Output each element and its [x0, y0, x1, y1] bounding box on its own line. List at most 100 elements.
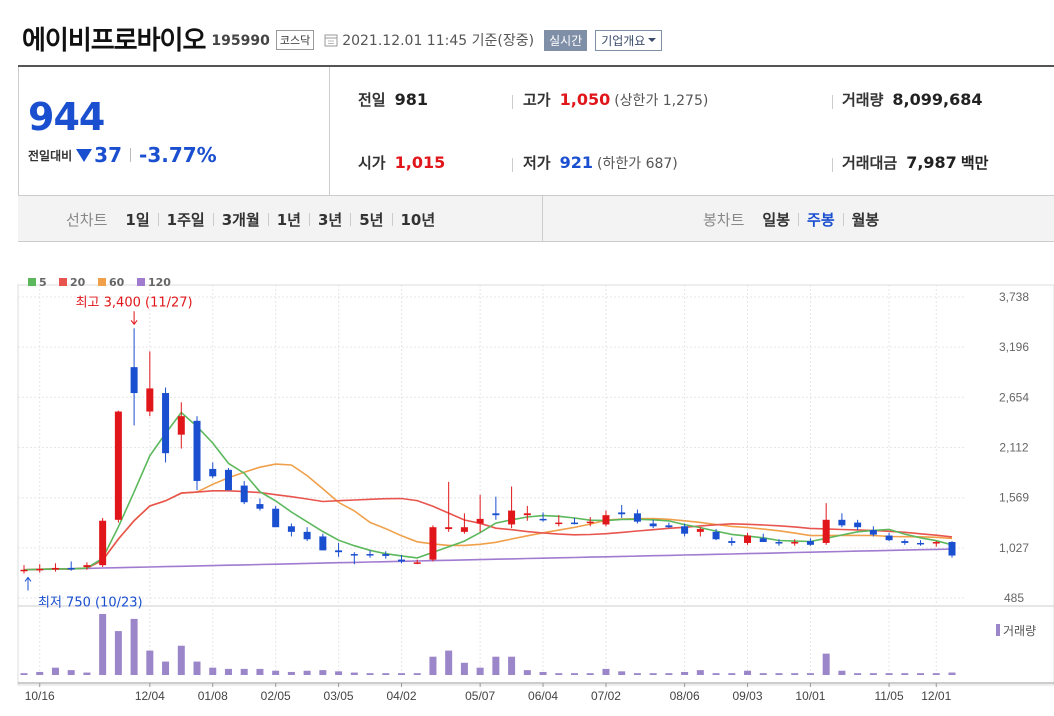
- candle-body: [319, 536, 327, 551]
- stat-high: 고가 1,050 (상한가 1,275): [523, 89, 708, 110]
- price-box: 944 전일대비 37 -3.77%: [18, 67, 330, 195]
- candle-chart-periods: 봉차트 일봉 주봉 월봉: [703, 209, 879, 230]
- volume-bar: [114, 631, 122, 675]
- candle-body: [665, 525, 673, 528]
- candle-monthly[interactable]: 월봉: [851, 211, 880, 229]
- volume-bar: [303, 670, 311, 675]
- volume-bar: [508, 656, 516, 675]
- lower-limit: (하한가 687): [597, 156, 678, 172]
- x-tick-label: 06/04: [528, 689, 558, 703]
- candle-body: [885, 535, 893, 541]
- candle-body: [20, 569, 28, 572]
- candle-body: [224, 469, 232, 491]
- candle-body: [618, 512, 626, 515]
- y-tick-label: 2,654: [999, 390, 1029, 404]
- volume-bar: [523, 670, 531, 675]
- stock-name: 에이비프로바이오: [22, 25, 206, 56]
- y-tick-label: 485: [1004, 591, 1024, 605]
- volume-bar: [146, 650, 154, 675]
- x-tick-label: 12/04: [135, 689, 165, 703]
- candle-body: [193, 420, 201, 481]
- chevron-down-icon: [648, 38, 657, 42]
- y-tick-label: 3,738: [999, 290, 1029, 304]
- candle-body: [838, 519, 846, 526]
- volume-bar: [382, 673, 390, 675]
- volume-bar: [20, 673, 28, 675]
- candle-body: [571, 522, 579, 525]
- candle-daily[interactable]: 일봉: [762, 211, 791, 229]
- period-divider: [212, 213, 214, 226]
- volume-bar: [822, 653, 830, 675]
- candle-body: [775, 542, 783, 544]
- volume-bar: [806, 673, 814, 675]
- candle-body: [696, 529, 704, 532]
- volume-bar: [335, 671, 343, 675]
- candle-body: [382, 554, 390, 556]
- legend-label: 5: [39, 276, 47, 289]
- volume-bar: [460, 662, 468, 675]
- stat-divider: [832, 95, 833, 109]
- volume-bar: [602, 668, 610, 675]
- volume-bar: [618, 671, 626, 675]
- stock-header: 에이비프로바이오 195990 코스닥 2021.12.01 11:45 기준(…: [22, 20, 663, 56]
- period-divider: [391, 213, 393, 226]
- volume-bar: [272, 670, 280, 675]
- candle-body: [350, 554, 358, 556]
- volume-bar: [350, 672, 358, 675]
- chart-frame: [17, 284, 1054, 686]
- volume-bar: [130, 618, 138, 675]
- candle-body: [162, 393, 170, 454]
- candle-body: [759, 538, 767, 543]
- candle-weekly[interactable]: 주봉: [807, 211, 835, 229]
- down-arrow-icon: [76, 148, 93, 162]
- candle-body: [508, 510, 516, 525]
- candle-body: [335, 550, 343, 553]
- period-divider: [157, 213, 159, 226]
- volume-bar: [555, 673, 563, 675]
- candle-body: [99, 520, 107, 566]
- period-1w[interactable]: 1주일: [166, 211, 205, 229]
- realtime-button[interactable]: 실시간: [544, 29, 588, 51]
- volume-bar: [319, 670, 327, 675]
- candle-body: [901, 541, 909, 543]
- stat-amount: 거래대금 7,987 백만: [842, 152, 988, 173]
- candle-body: [948, 542, 956, 556]
- volume-legend-swatch: [996, 624, 1000, 636]
- candle-body: [114, 411, 122, 520]
- candle-body: [555, 522, 563, 525]
- candle-body: [209, 468, 217, 477]
- period-3y[interactable]: 3년: [318, 211, 343, 229]
- volume-bar: [586, 673, 594, 675]
- volume-bar: [948, 672, 956, 675]
- amount-unit: 백만: [960, 154, 989, 172]
- stock-chart[interactable]: 3,738 3,196 2,654 2,112 1,569 1,027 485 10/16 12…: [0, 262, 1054, 716]
- high-label: 고가: [523, 91, 551, 109]
- volume-bar: [649, 673, 657, 675]
- line-chart-label: 선차트: [66, 211, 108, 229]
- company-overview-button[interactable]: 기업개요: [595, 29, 663, 51]
- volume-bar: [744, 670, 752, 675]
- candle-body: [728, 541, 736, 543]
- period-10y[interactable]: 10년: [400, 211, 436, 229]
- candle-body: [932, 542, 940, 544]
- period-3m[interactable]: 3개월: [221, 211, 260, 229]
- volume-bar: [901, 673, 909, 675]
- period-1y[interactable]: 1년: [276, 211, 301, 229]
- high-value: 1,050: [559, 90, 611, 109]
- volume-bar: [665, 673, 673, 675]
- period-divider: [842, 213, 844, 226]
- change-separator: [130, 148, 132, 162]
- period-5y[interactable]: 5년: [359, 211, 384, 229]
- volume-bar: [413, 673, 421, 675]
- candle-body: [523, 513, 531, 516]
- period-1d[interactable]: 1일: [125, 211, 150, 229]
- volume-bar: [633, 673, 641, 675]
- volume-bar: [571, 673, 579, 675]
- volume-bar: [681, 671, 689, 675]
- volume-bar: [162, 661, 170, 675]
- volume-bar: [99, 614, 107, 675]
- candle-body: [854, 522, 862, 528]
- volume-bar: [885, 673, 893, 675]
- line-chart-periods: 선차트 1일 1주일 3개월 1년 3년 5년 10년: [66, 209, 435, 230]
- x-tick-label: 08/06: [670, 689, 700, 703]
